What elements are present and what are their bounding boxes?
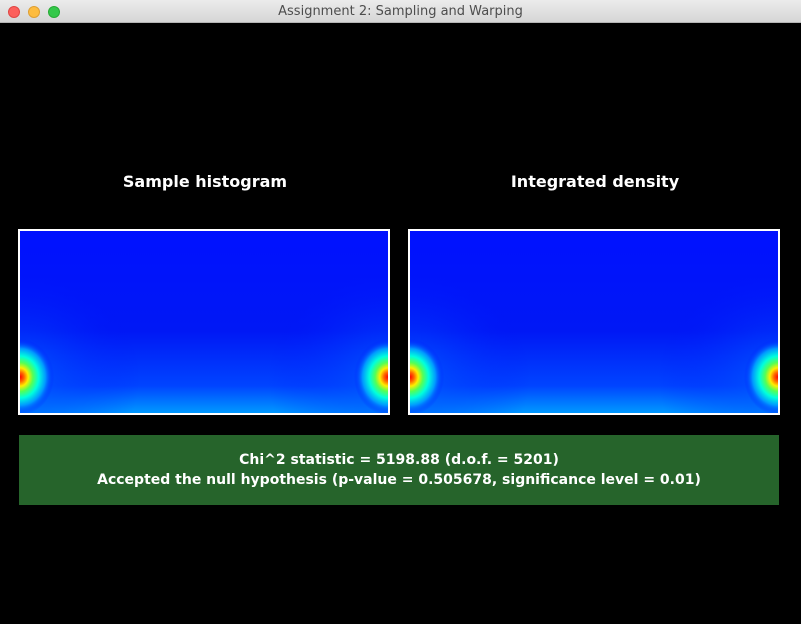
sample-histogram-plot <box>18 229 390 415</box>
hypothesis-result-text: Accepted the null hypothesis (p-value = … <box>97 472 701 488</box>
minimize-window-button[interactable] <box>28 6 40 18</box>
sample-histogram-heatmap <box>20 231 388 413</box>
integrated-density-label: Integrated density <box>510 172 680 191</box>
zoom-window-button[interactable] <box>48 6 60 18</box>
integrated-density-plot <box>408 229 780 415</box>
title-bar[interactable]: Assignment 2: Sampling and Warping <box>0 0 801 23</box>
chi2-test-result: Chi^2 statistic = 5198.88 (d.o.f. = 5201… <box>19 435 779 505</box>
window-title: Assignment 2: Sampling and Warping <box>278 4 523 19</box>
chi2-statistic-text: Chi^2 statistic = 5198.88 (d.o.f. = 5201… <box>239 452 559 468</box>
sample-histogram-label: Sample histogram <box>122 172 288 191</box>
integrated-density-heatmap <box>410 231 778 413</box>
close-window-button[interactable] <box>8 6 20 18</box>
